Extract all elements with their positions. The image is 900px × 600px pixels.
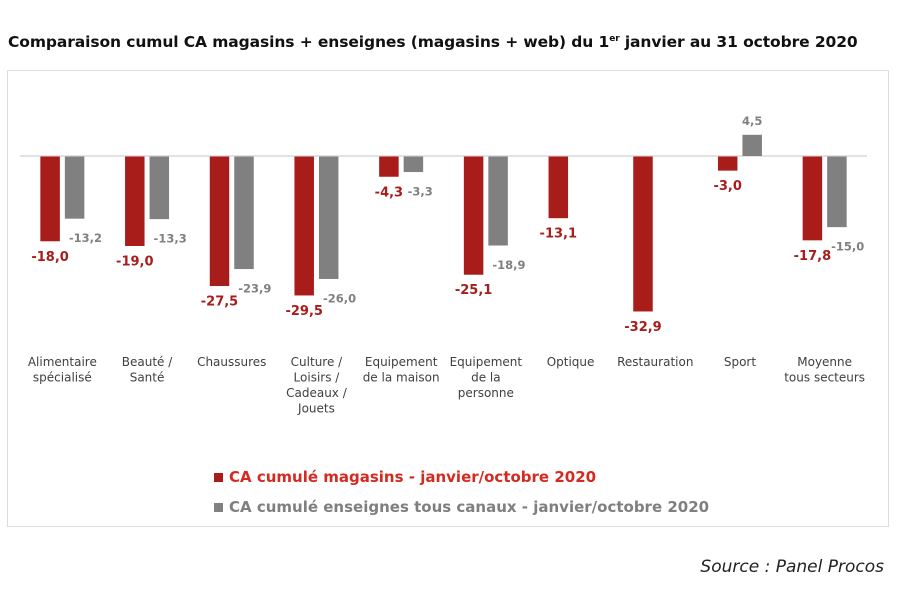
bar-enseignes-1 [149,156,170,220]
value-label-magasins-9: -17,8 [794,249,831,264]
category-label-7: Restauration [617,355,693,369]
legend-item-enseignes: CA cumulé enseignes tous canaux - janvie… [214,492,709,522]
value-label-enseignes-8: 4,5 [742,114,762,128]
category-label-line: Equipement [365,355,438,369]
legend-item-magasins: CA cumulé magasins - janvier/octobre 202… [214,462,709,492]
legend: CA cumulé magasins - janvier/octobre 202… [214,462,709,522]
category-label-line: Equipement [450,355,523,369]
bar-magasins-2 [209,156,230,287]
bar-magasins-6 [548,156,569,219]
value-label-magasins-0: -18,0 [31,250,68,265]
bar-magasins-8 [717,156,738,171]
value-label-magasins-3: -29,5 [285,304,322,319]
category-label-9: Moyenne tous secteurs [784,355,865,385]
value-label-enseignes-3: -26,0 [323,291,356,305]
category-label-0: Alimentaire spécialisé [28,355,97,385]
bar-magasins-7 [633,156,653,312]
category-label-8: Sport [724,355,757,369]
category-label-3: Culture / Loisirs / Cadeaux / Jouets [286,355,348,416]
category-label-line: Optique [547,355,595,369]
chart-title-main: Comparaison cumul CA magasins + enseigne… [8,33,610,51]
bar-magasins-4 [379,156,399,177]
legend-label-magasins: CA cumulé magasins - janvier/octobre 202… [229,468,597,486]
category-label-line: Loisirs / [294,371,341,385]
category-label-2: Chaussures [197,355,266,369]
value-label-magasins-5: -25,1 [455,283,492,298]
legend-swatch-magasins [214,472,223,482]
value-label-magasins-7: -32,9 [624,320,661,335]
category-label-line: de la [471,371,501,385]
category-label-line: Santé [130,371,165,385]
category-label-line: Sport [724,355,757,369]
bar-magasins-1 [125,156,145,246]
value-label-enseignes-2: -23,9 [238,282,271,296]
value-label-magasins-4: -4,3 [375,185,403,200]
bar-magasins-0 [40,156,60,242]
category-labels-group: Alimentaire spécialisé Beauté / Santé Chauss… [28,355,865,416]
category-label-line: spécialisé [33,371,92,385]
category-label-6: Optique [547,355,595,369]
category-label-line: Moyenne [797,355,852,369]
value-label-magasins-6: -13,1 [540,227,577,242]
value-label-magasins-8: -3,0 [713,179,741,194]
bar-magasins-9 [802,156,823,241]
bar-enseignes-9 [827,156,847,228]
bar-enseignes-8 [742,134,762,156]
category-label-line: Restauration [617,355,693,369]
bar-magasins-5 [463,156,484,275]
value-label-enseignes-9: -15,0 [831,240,864,254]
bars-group [40,134,847,312]
chart-frame [7,70,889,527]
category-label-line: Alimentaire [28,355,97,369]
category-label-line: Jouets [297,402,335,416]
legend-swatch-enseignes [214,502,223,512]
value-label-enseignes-0: -13,2 [69,231,102,245]
source-note: Source : Panel Procos [700,557,884,577]
bar-enseignes-3 [318,156,339,279]
chart-title-superscript: er [609,34,620,44]
category-label-4: Equipement de la maison [363,355,440,385]
value-label-magasins-1: -19,0 [116,254,153,269]
value-labels-group: -18,0-13,2 -19,0-13,3 -27,5-23,9 -29,5-26,0… [31,114,864,335]
category-label-line: personne [458,386,514,400]
value-label-enseignes-5: -18,9 [492,258,525,272]
category-label-1: Beauté / Santé [122,355,173,385]
bar-magasins-3 [294,156,314,296]
category-label-line: Cadeaux / [286,386,348,400]
bar-enseignes-5 [488,156,508,246]
bar-enseignes-4 [403,156,424,173]
category-label-line: tous secteurs [784,371,865,385]
value-label-magasins-2: -27,5 [201,295,238,310]
category-label-line: Beauté / [122,355,173,369]
legend-label-enseignes: CA cumulé enseignes tous canaux - janvie… [229,498,710,516]
chart-title: Comparaison cumul CA magasins + enseigne… [8,33,858,51]
chart-title-suffix: janvier au 31 octobre 2020 [619,33,858,51]
category-label-line: Culture / [291,355,343,369]
value-label-enseignes-1: -13,3 [154,232,187,246]
category-label-line: de la maison [363,371,440,385]
category-label-5: Equipement de la personne [450,355,523,400]
category-label-line: Chaussures [197,355,266,369]
value-label-enseignes-4: -3,3 [408,185,433,199]
bar-enseignes-2 [234,156,254,270]
bar-enseignes-0 [64,156,85,219]
